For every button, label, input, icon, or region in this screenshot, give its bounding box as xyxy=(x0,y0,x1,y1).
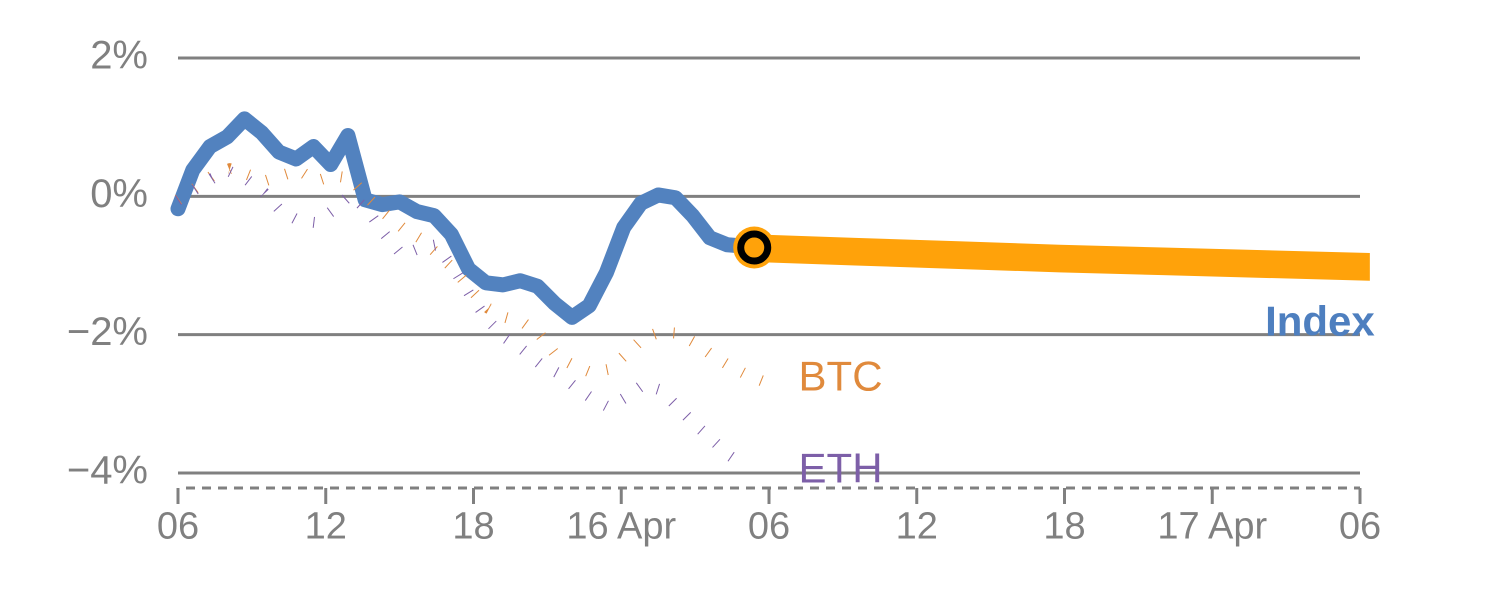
x-tick-label: 18 xyxy=(452,505,494,547)
x-tick-label: 06 xyxy=(157,505,199,547)
forecast-band xyxy=(754,234,1370,281)
y-tick-label: 0% xyxy=(90,172,148,216)
x-tick-label: 12 xyxy=(896,505,938,547)
current-value-marker xyxy=(733,226,776,269)
y-axis-labels: 2% 0% −2% −4% xyxy=(67,34,148,493)
data-series xyxy=(170,111,767,473)
series-labels: Index BTC ETH xyxy=(799,297,1376,491)
x-tick-label: 18 xyxy=(1043,505,1085,547)
x-tick-label: 16 Apr xyxy=(566,505,676,547)
x-tick-label: 06 xyxy=(748,505,790,547)
y-tick-label: 2% xyxy=(90,34,148,78)
marker-ring[interactable] xyxy=(737,230,772,265)
x-tick-label: 12 xyxy=(305,505,347,547)
x-tick-label: 17 Apr xyxy=(1157,505,1267,547)
series-label-eth: ETH xyxy=(799,445,883,492)
x-tick-label: 06 xyxy=(1339,505,1381,547)
y-tick-label: −4% xyxy=(67,449,148,493)
series-index xyxy=(170,111,762,325)
x-axis xyxy=(176,486,1362,504)
x-axis-labels: 06 12 18 16 Apr 06 12 18 17 Apr 06 xyxy=(157,505,1381,547)
series-eth xyxy=(175,165,750,473)
series-line-index xyxy=(170,111,762,325)
series-label-index: Index xyxy=(1265,297,1375,344)
series-label-btc: BTC xyxy=(799,353,883,400)
series-dotted-eth xyxy=(175,165,750,473)
y-tick-label: −2% xyxy=(67,310,148,354)
forecast-band-index xyxy=(754,234,1370,281)
